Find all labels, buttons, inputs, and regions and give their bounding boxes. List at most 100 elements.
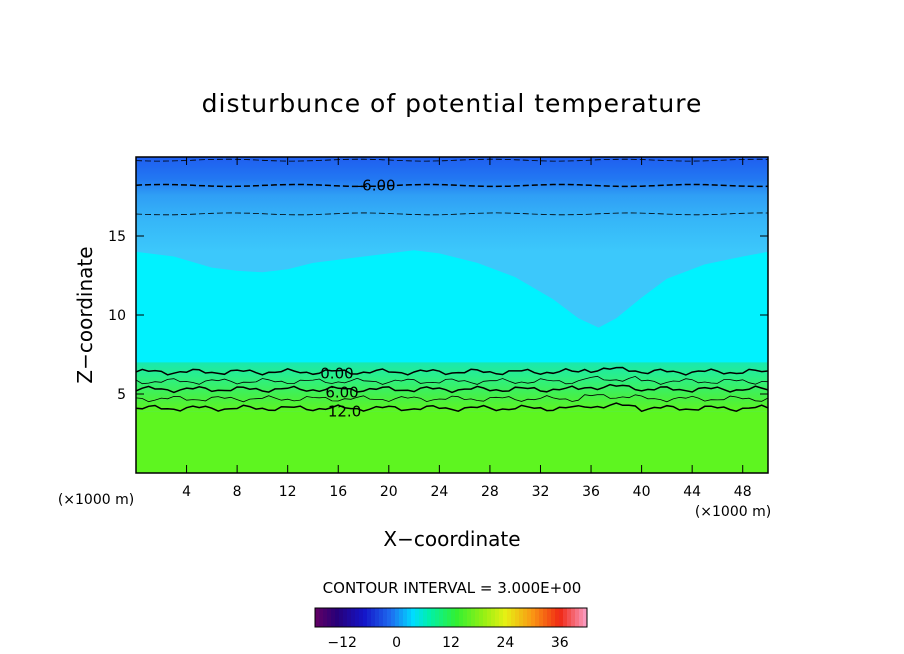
colorbar-segment xyxy=(539,608,544,627)
x-tick-label: 44 xyxy=(683,484,701,500)
colorbar-segment xyxy=(519,608,524,627)
colorbar-segment xyxy=(387,608,392,627)
colorbar-segment xyxy=(359,608,364,627)
colorbar-segment xyxy=(571,608,576,627)
colorbar-segment xyxy=(455,608,460,627)
colorbar-segment xyxy=(355,608,360,627)
colorbar-segment xyxy=(363,608,368,627)
colorbar-segment xyxy=(531,608,536,627)
chart-title: disturbunce of potential temperature xyxy=(202,89,703,118)
colorbar-segment xyxy=(483,608,488,627)
colorbar-segment xyxy=(383,608,388,627)
colorbar-segment xyxy=(575,608,580,627)
colorbar-segment xyxy=(487,608,492,627)
colorbar-segment xyxy=(451,608,456,627)
x-tick-label: 24 xyxy=(430,484,448,500)
colorbar-segment xyxy=(423,608,428,627)
contour-label: -6.00 xyxy=(357,176,396,194)
contour-line-12 xyxy=(136,402,768,413)
colorbar-segment xyxy=(459,608,464,627)
colorbar-segment xyxy=(547,608,552,627)
colorbar-segment xyxy=(467,608,472,627)
colorbar-tick-label: 24 xyxy=(496,635,514,651)
colorbar-segment xyxy=(395,608,400,627)
contour-label: 0.00 xyxy=(320,364,353,382)
colorbar-segment xyxy=(379,608,384,627)
colorbar-tick-label: 12 xyxy=(442,635,460,651)
colorbar-segment xyxy=(499,608,504,627)
x-tick-label: 20 xyxy=(380,484,398,500)
colorbar-segment xyxy=(375,608,380,627)
colorbar-segment xyxy=(435,608,440,627)
colorbar-segment xyxy=(431,608,436,627)
colorbar-segment xyxy=(351,608,356,627)
colorbar-segment xyxy=(323,608,328,627)
colorbar-segment xyxy=(343,608,348,627)
x-tick-label: 40 xyxy=(633,484,651,500)
x-unit-label: (×1000 m) xyxy=(695,504,771,520)
colorbar-segment xyxy=(411,608,416,627)
x-tick-label: 48 xyxy=(734,484,752,500)
colorbar-segment xyxy=(427,608,432,627)
contour-lines xyxy=(136,158,768,413)
x-tick-label: 28 xyxy=(481,484,499,500)
colorbar-segment xyxy=(463,608,468,627)
colorbar-segment xyxy=(371,608,376,627)
x-tick-label: 16 xyxy=(329,484,347,500)
y-tick-label: 10 xyxy=(108,308,126,324)
colorbar-segment xyxy=(511,608,516,627)
y-tick-label: 15 xyxy=(108,229,126,245)
colorbar-tick-label: 36 xyxy=(551,635,569,651)
colorbar-segment xyxy=(555,608,560,627)
colorbar-segment xyxy=(479,608,484,627)
y-axis-tick-labels: 5 10 15 xyxy=(108,229,126,403)
colorbar-segment xyxy=(491,608,496,627)
contour-label: 6.00 xyxy=(325,383,358,401)
colorbar-segment xyxy=(559,608,564,627)
contour-line-0 xyxy=(136,366,768,376)
colorbar-segment xyxy=(527,608,532,627)
x-axis-label: X−coordinate xyxy=(383,527,520,551)
x-tick-label: 32 xyxy=(532,484,550,500)
colorbar-segment xyxy=(439,608,444,627)
y-axis-ticks xyxy=(136,235,768,395)
colorbar-tick-labels: −12 0 12 24 36 xyxy=(327,635,568,651)
colorbar-segment xyxy=(331,608,336,627)
contour-line-3 xyxy=(136,375,768,385)
colorbar-segment xyxy=(339,608,344,627)
colorbar-segment xyxy=(315,608,320,627)
lower-field xyxy=(136,411,768,473)
colorbar-segment xyxy=(567,608,572,627)
colorbar-frame xyxy=(314,607,588,628)
colorbar-segment xyxy=(495,608,500,627)
contour-line-9 xyxy=(136,394,768,403)
colorbar-segment xyxy=(403,608,408,627)
colorbar-segment xyxy=(319,608,324,627)
colorbar-segment xyxy=(447,608,452,627)
colorbar-segment xyxy=(523,608,528,627)
contour-line-6 xyxy=(136,383,768,394)
contour-interval-text: CONTOUR INTERVAL = 3.000E+00 xyxy=(323,579,582,597)
colorbar-segment xyxy=(471,608,476,627)
colorbar-segment xyxy=(367,608,372,627)
colorbar-segment xyxy=(407,608,412,627)
colorbar-segment xyxy=(503,608,508,627)
colorbar-tick-label: −12 xyxy=(327,635,357,651)
colorbar-segment xyxy=(583,608,588,627)
colorbar-segment xyxy=(347,608,352,627)
colorbar-segment xyxy=(551,608,556,627)
contour-line--3 xyxy=(136,212,768,216)
colorbar-segment xyxy=(399,608,404,627)
x-tick-label: 8 xyxy=(233,484,242,500)
transition-band xyxy=(136,362,768,412)
colorbar-segment xyxy=(475,608,480,627)
contour-label: 12.0 xyxy=(328,402,361,420)
colorbar-tick-label: 0 xyxy=(392,635,401,651)
cyan-region xyxy=(136,250,768,364)
colorbar-segment xyxy=(579,608,584,627)
colorbar xyxy=(314,607,588,628)
colorbar-segment xyxy=(515,608,520,627)
y-unit-label: (×1000 m) xyxy=(58,492,134,508)
